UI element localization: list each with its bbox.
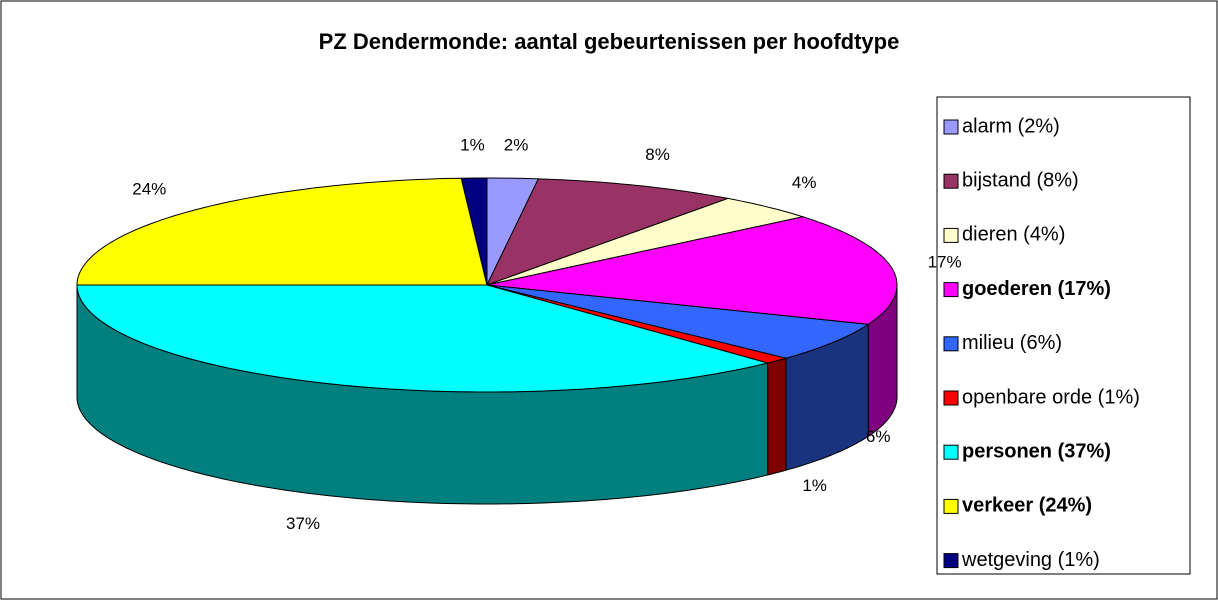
legend-swatch xyxy=(943,390,959,406)
legend-label: bijstand (8%) xyxy=(962,169,1079,191)
legend-label: alarm (2%) xyxy=(962,115,1060,137)
legend-swatch xyxy=(943,282,959,298)
legend-label: verkeer (24%) xyxy=(962,495,1092,517)
legend-swatch xyxy=(943,498,959,514)
pie-slice xyxy=(486,197,805,286)
data-label: 37% xyxy=(286,514,320,533)
legend-swatch xyxy=(943,336,959,352)
pie-slice-side xyxy=(767,357,787,476)
data-label: 17% xyxy=(928,253,962,272)
legend-swatch xyxy=(943,119,959,135)
data-label: 8% xyxy=(645,145,670,164)
data-label: 1% xyxy=(460,135,485,154)
legend-swatch xyxy=(943,553,959,569)
legend-swatch xyxy=(943,227,959,243)
pie-slice xyxy=(76,177,488,286)
pie-slice xyxy=(76,284,770,393)
pie-slice xyxy=(486,216,898,325)
pie-slice xyxy=(486,178,730,286)
legend-label: goederen (17%) xyxy=(962,278,1111,300)
data-label: 4% xyxy=(792,173,817,192)
data-label: 1% xyxy=(802,476,827,495)
data-label: 24% xyxy=(132,179,166,198)
legend-label: dieren (4%) xyxy=(962,224,1065,246)
data-label: 6% xyxy=(866,427,891,446)
pie-slice xyxy=(460,177,488,286)
legend-label: openbare orde (1%) xyxy=(962,386,1140,408)
pie-slice xyxy=(486,284,870,359)
legend-label: wetgeving (1%) xyxy=(961,549,1100,571)
legend-label: personen (37%) xyxy=(962,440,1111,462)
legend-swatch xyxy=(943,444,959,460)
legend-label: milieu (6%) xyxy=(962,332,1062,354)
chart-title: PZ Dendermonde: aantal gebeurtenissen pe… xyxy=(319,29,900,54)
data-label: 2% xyxy=(504,136,529,155)
legend-box xyxy=(936,96,1191,575)
legend-swatch xyxy=(943,173,959,189)
